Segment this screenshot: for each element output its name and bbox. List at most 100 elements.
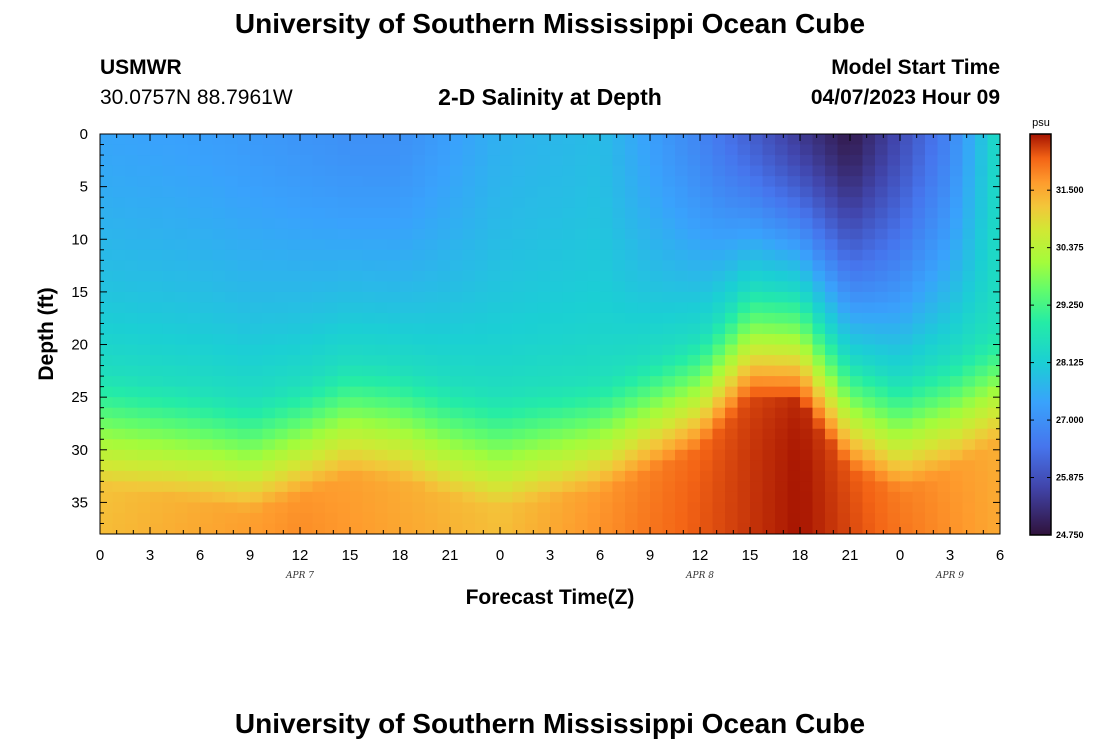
heatmap-cell [575, 439, 589, 451]
heatmap-cell [787, 228, 801, 240]
heatmap-cell [350, 460, 364, 472]
heatmap-cell [937, 270, 951, 282]
heatmap-cell [875, 481, 889, 493]
heatmap-cell [162, 239, 176, 251]
heatmap-cell [450, 376, 464, 388]
heatmap-cell [987, 218, 1000, 230]
heatmap-cell [300, 312, 314, 325]
heatmap-cell [950, 165, 964, 177]
heatmap-cell [600, 365, 614, 377]
heatmap-cell [700, 134, 714, 146]
heatmap-cell [950, 491, 964, 504]
heatmap-cell [687, 365, 701, 377]
heatmap-cell [150, 407, 164, 419]
heatmap-cell [787, 249, 801, 261]
heatmap-cell [750, 291, 764, 304]
heatmap-cell [762, 176, 776, 188]
heatmap-cell [650, 218, 664, 230]
heatmap-cell [775, 249, 789, 261]
heatmap-cell [437, 144, 451, 156]
heatmap-cell [400, 407, 414, 419]
heatmap-cell [962, 502, 976, 514]
heatmap-cell [225, 270, 239, 282]
heatmap-cell [450, 218, 464, 230]
heatmap-cell [137, 144, 151, 156]
heatmap-cell [837, 512, 851, 525]
heatmap-cell [175, 197, 189, 209]
heatmap-cell [725, 144, 739, 156]
heatmap-cell [212, 302, 226, 314]
heatmap-cell [362, 312, 376, 325]
heatmap-cell [737, 186, 751, 198]
heatmap-cell [375, 439, 389, 451]
heatmap-cell [837, 186, 851, 198]
heatmap-cell [937, 334, 951, 346]
heatmap-cell [462, 512, 476, 525]
heatmap-cell [887, 376, 901, 388]
heatmap-cell [100, 355, 114, 367]
heatmap-cell [612, 376, 626, 388]
heatmap-cell [537, 334, 551, 346]
heatmap-cell [350, 428, 364, 440]
heatmap-cell [225, 470, 239, 482]
heatmap-cell [412, 260, 426, 272]
heatmap-cell [150, 365, 164, 377]
heatmap-cell [125, 144, 139, 156]
heatmap-cell [312, 397, 326, 409]
heatmap-cell [150, 218, 164, 230]
heatmap-cell [812, 386, 826, 398]
heatmap-cell [962, 449, 976, 461]
heatmap-cell [462, 260, 476, 272]
heatmap-cell [325, 134, 339, 146]
heatmap-cell [875, 260, 889, 272]
heatmap-cell [400, 386, 414, 398]
heatmap-cell [650, 144, 664, 156]
heatmap-cell [812, 281, 826, 293]
heatmap-cell [112, 228, 126, 240]
heatmap-cell [800, 291, 814, 304]
heatmap-cell [287, 218, 301, 230]
heatmap-cell [175, 239, 189, 251]
heatmap-cell [812, 481, 826, 493]
heatmap-cell [675, 302, 689, 314]
heatmap-cell [212, 386, 226, 398]
heatmap-cell [350, 418, 364, 430]
heatmap-cell [875, 512, 889, 525]
heatmap-cell [625, 218, 639, 230]
heatmap-cell [675, 428, 689, 440]
heatmap-cell [100, 228, 114, 240]
heatmap-cell [737, 512, 751, 525]
heatmap-cell [750, 260, 764, 272]
heatmap-cell [262, 312, 276, 325]
heatmap-cell [700, 449, 714, 461]
heatmap-cell [812, 449, 826, 461]
heatmap-cell [687, 323, 701, 335]
heatmap-cell [387, 449, 401, 461]
heatmap-cell [287, 249, 301, 261]
heatmap-cell [512, 481, 526, 493]
heatmap-cell [437, 428, 451, 440]
heatmap-cell [987, 512, 1000, 525]
heatmap-cell [325, 512, 339, 525]
heatmap-cell [837, 239, 851, 251]
heatmap-cell [650, 312, 664, 325]
heatmap-cell [912, 218, 926, 230]
heatmap-cell [500, 207, 514, 219]
heatmap-cell [575, 260, 589, 272]
heatmap-cell [362, 407, 376, 419]
heatmap-cell [700, 186, 714, 198]
heatmap-cell [762, 376, 776, 388]
heatmap-cell [712, 260, 726, 272]
heatmap-cell [350, 376, 364, 388]
heatmap-cell [637, 249, 651, 261]
heatmap-cell [587, 291, 601, 304]
heatmap-cell [250, 281, 264, 293]
heatmap-cell [287, 407, 301, 419]
heatmap-cell [287, 439, 301, 451]
heatmap-cell [475, 376, 489, 388]
heatmap-cell [562, 523, 576, 534]
heatmap-cell [400, 323, 414, 335]
heatmap-cell [637, 239, 651, 251]
heatmap-cell [537, 270, 551, 282]
heatmap-cell [662, 239, 676, 251]
